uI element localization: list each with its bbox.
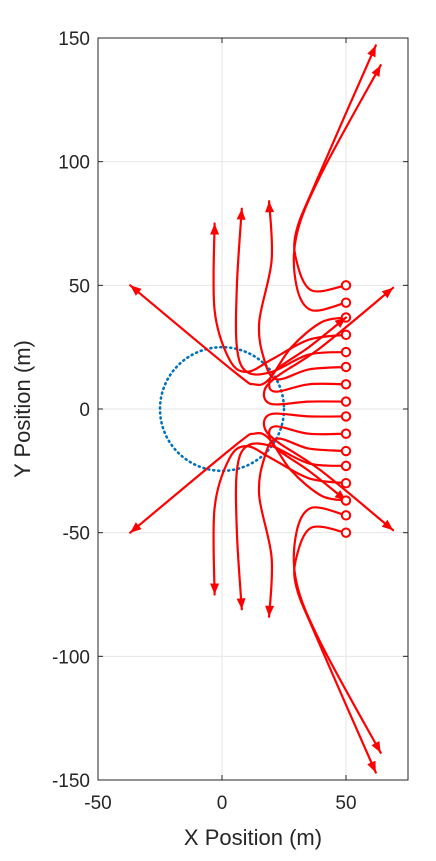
y-tick-label: 150 (58, 29, 90, 50)
start-point-marker (340, 510, 352, 521)
trajectory-line-6 (257, 200, 348, 381)
boundary-circle (158, 345, 286, 473)
x-axis-label: X Position (m) (184, 825, 322, 850)
grid (97, 37, 408, 781)
start-point-marker (340, 346, 352, 358)
boundary-layer (158, 345, 286, 473)
start-point-marker (340, 280, 352, 291)
trajectory-arrowhead (367, 45, 376, 58)
trajectory-arrowhead (371, 65, 381, 77)
start-point-marker (340, 379, 352, 390)
trajectory-line-1 (293, 44, 377, 293)
start-point-marker (340, 329, 352, 340)
trajectory-line-16 (293, 525, 377, 774)
trajectory-arrowhead (130, 522, 142, 533)
trajectories (129, 44, 395, 774)
start-point-marker (340, 361, 352, 373)
y-tick-label: 100 (58, 153, 90, 174)
start-point-marker (340, 527, 352, 538)
x-tick-label: 50 (335, 793, 356, 814)
start-point-marker (340, 428, 352, 439)
trajectory-line-12 (234, 442, 348, 611)
trajectory-arrowhead (210, 223, 220, 235)
trajectory-line-8 (262, 286, 395, 406)
trajectory-line-10 (268, 425, 348, 502)
trajectory-arrowhead (265, 201, 275, 213)
start-point-marker (340, 495, 352, 506)
start-point-marker (340, 460, 352, 472)
x-tick-label: -50 (84, 793, 111, 814)
trajectory-line-15 (292, 506, 382, 754)
trajectory-line-4 (212, 222, 348, 373)
trajectory-arrowhead (210, 583, 220, 595)
trajectory-line-13 (212, 445, 348, 596)
trajectory-line-2 (292, 64, 382, 312)
trajectory-arrowhead (236, 208, 246, 220)
trajectory-line-9 (262, 412, 395, 532)
trajectory-arrowhead (236, 598, 246, 610)
y-tick-label: -150 (52, 771, 90, 792)
trajectory-line-14 (129, 432, 348, 534)
y-axis-label: Y Position (m) (10, 340, 35, 478)
trajectory-arrowhead (367, 760, 376, 773)
trajectory-arrowhead (130, 285, 142, 296)
start-point-marker (340, 445, 352, 457)
y-tick-label: -50 (63, 524, 90, 545)
start-point-marker (340, 478, 352, 489)
trajectory-line-5 (234, 207, 348, 376)
y-tick-label: 50 (69, 276, 90, 297)
trajectory-arrowhead (371, 741, 381, 753)
trajectory-arrowhead (265, 605, 275, 617)
trajectory-line-3 (129, 284, 348, 386)
start-point-marker (340, 411, 352, 422)
trajectory-arrowhead (381, 287, 394, 299)
x-tick-label: 0 (217, 793, 228, 814)
y-tick-label: -100 (52, 647, 90, 668)
trajectory-arrowhead (381, 519, 394, 531)
start-point-marker (340, 396, 352, 407)
y-tick-label: 0 (79, 400, 90, 421)
trajectory-line-11 (257, 437, 348, 618)
start-point-marker (340, 297, 352, 308)
trajectory-arrowhead (334, 317, 346, 328)
axis-ticks: -50 0 50 -150 -100 -50 0 50 100 150 (52, 29, 408, 814)
